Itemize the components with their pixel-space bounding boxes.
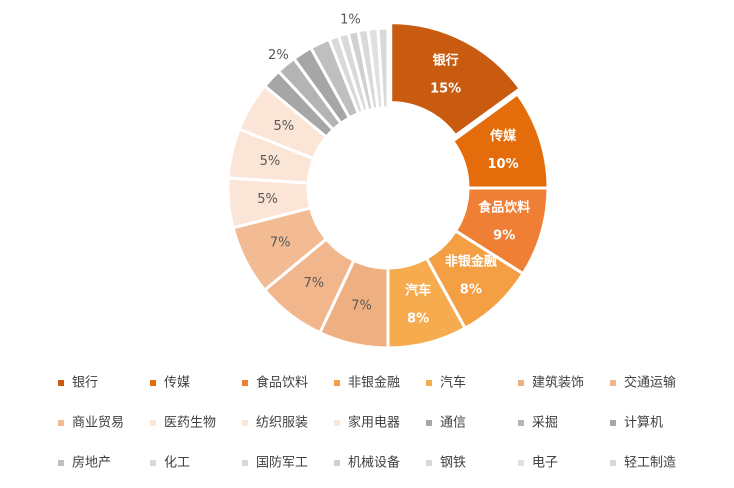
- legend-swatch: [426, 380, 432, 386]
- slice-name: 食品饮料: [478, 199, 530, 215]
- legend-label: 家用电器: [348, 415, 400, 431]
- legend-label: 化工: [164, 456, 190, 471]
- legend-swatch: [58, 380, 64, 386]
- legend-label: 交通运输: [624, 375, 676, 391]
- legend-label: 国防军工: [256, 455, 308, 471]
- legend-label: 传媒: [164, 376, 190, 391]
- legend-swatch: [242, 460, 248, 466]
- legend-swatch: [518, 460, 524, 466]
- legend-label: 汽车: [440, 375, 466, 391]
- legend-label: 非银金融: [348, 375, 400, 391]
- legend-swatch: [242, 420, 248, 426]
- legend-swatch: [426, 460, 432, 466]
- legend-swatch: [334, 460, 340, 466]
- legend-swatch: [150, 380, 156, 386]
- slice-name: 汽车: [405, 283, 431, 299]
- legend-swatch: [426, 420, 432, 426]
- legend-label: 采掘: [532, 416, 558, 431]
- legend-label: 纺织服装: [256, 416, 308, 431]
- legend-label: 建筑装饰: [532, 375, 584, 391]
- legend-label: 通信: [440, 416, 466, 431]
- value-label: 10%: [488, 157, 519, 172]
- slice-name: 传媒: [489, 128, 517, 144]
- slice-name: 银行: [433, 52, 459, 68]
- value-label: 5%: [260, 154, 281, 169]
- donut-slice: [376, 26, 390, 110]
- legend-swatch: [518, 420, 524, 426]
- legend-label: 电子: [532, 456, 558, 471]
- donut-slice: [389, 21, 523, 138]
- legend-swatch: [610, 460, 616, 466]
- value-label: 7%: [304, 276, 325, 291]
- legend-swatch: [150, 460, 156, 466]
- legend-swatch: [610, 380, 616, 386]
- slice-name: 非银金融: [445, 254, 497, 270]
- value-label: 5%: [274, 119, 295, 134]
- legend-swatch: [58, 460, 64, 466]
- legend-label: 商业贸易: [72, 416, 124, 431]
- legend-swatch: [334, 380, 340, 386]
- legend-label: 医药生物: [164, 416, 216, 431]
- value-label: 8%: [460, 283, 482, 298]
- legend-swatch: [334, 420, 340, 426]
- value-label: 7%: [270, 235, 291, 250]
- value-label: 15%: [430, 81, 461, 96]
- value-label: 8%: [407, 312, 429, 327]
- value-label: 2%: [268, 48, 289, 63]
- legend-swatch: [58, 420, 64, 426]
- legend-label: 食品饮料: [256, 375, 308, 391]
- legend-swatch: [518, 380, 524, 386]
- value-label: 5%: [257, 192, 278, 207]
- value-label: 1%: [340, 13, 361, 28]
- value-label: 7%: [351, 299, 372, 314]
- legend-swatch: [610, 420, 616, 426]
- legend-swatch: [242, 380, 248, 386]
- legend-label: 机械设备: [348, 455, 400, 471]
- value-label: 9%: [493, 228, 515, 243]
- legend-label: 银行: [72, 376, 98, 391]
- legend-label: 钢铁: [440, 456, 466, 471]
- legend-swatch: [150, 420, 156, 426]
- legend-label: 计算机: [624, 416, 663, 431]
- legend-label: 房地产: [72, 455, 111, 471]
- legend-label: 轻工制造: [624, 456, 676, 471]
